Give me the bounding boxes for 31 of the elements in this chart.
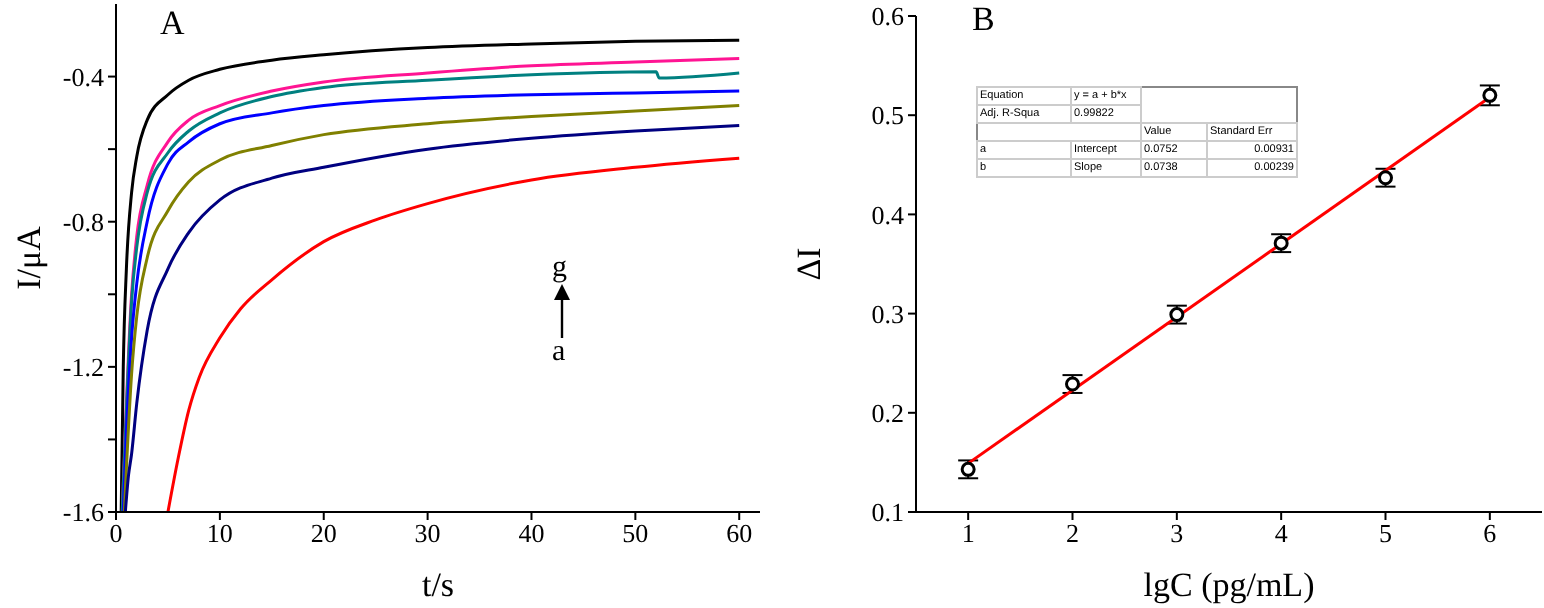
x-tick-label: 1 — [961, 518, 975, 549]
y-tick-label: 0.3 — [871, 298, 904, 329]
x-tick-label: 40 — [518, 518, 545, 549]
y-tick-label: 0.1 — [871, 497, 904, 528]
x-axis-title: lgC (pg/mL) — [1143, 566, 1315, 604]
x-tick-label: 50 — [622, 518, 649, 549]
annotation: g — [552, 252, 567, 286]
x-tick-label: 5 — [1379, 518, 1392, 549]
y-axis-title: ΔI — [790, 246, 829, 281]
x-tick-label: 4 — [1274, 518, 1289, 549]
x-tick-label: 6 — [1483, 518, 1498, 549]
y-tick-label: -0.8 — [62, 206, 104, 237]
x-tick-label: 10 — [206, 518, 233, 549]
y-axis-title: I/μA — [10, 224, 49, 290]
x-tick-label: 60 — [726, 518, 753, 549]
y-tick-label: 0.5 — [871, 100, 904, 131]
x-tick-label: 30 — [414, 518, 441, 549]
annotation: a — [552, 336, 566, 370]
x-tick-label: 2 — [1066, 518, 1079, 549]
y-tick-label: -1.2 — [62, 352, 104, 383]
y-tick-label: -1.6 — [62, 497, 105, 528]
y-tick-label: 0.4 — [871, 199, 905, 230]
annotation: B — [972, 0, 995, 40]
x-axis-title: t/s — [421, 566, 455, 604]
x-tick-label: 3 — [1170, 518, 1184, 549]
x-tick-label: 20 — [310, 518, 337, 549]
y-tick-label: -0.4 — [62, 61, 105, 92]
y-tick-label: 0.6 — [871, 1, 905, 32]
annotation: A — [160, 4, 185, 44]
x-tick-label: 0 — [109, 518, 123, 549]
y-tick-label: 0.2 — [871, 398, 904, 429]
